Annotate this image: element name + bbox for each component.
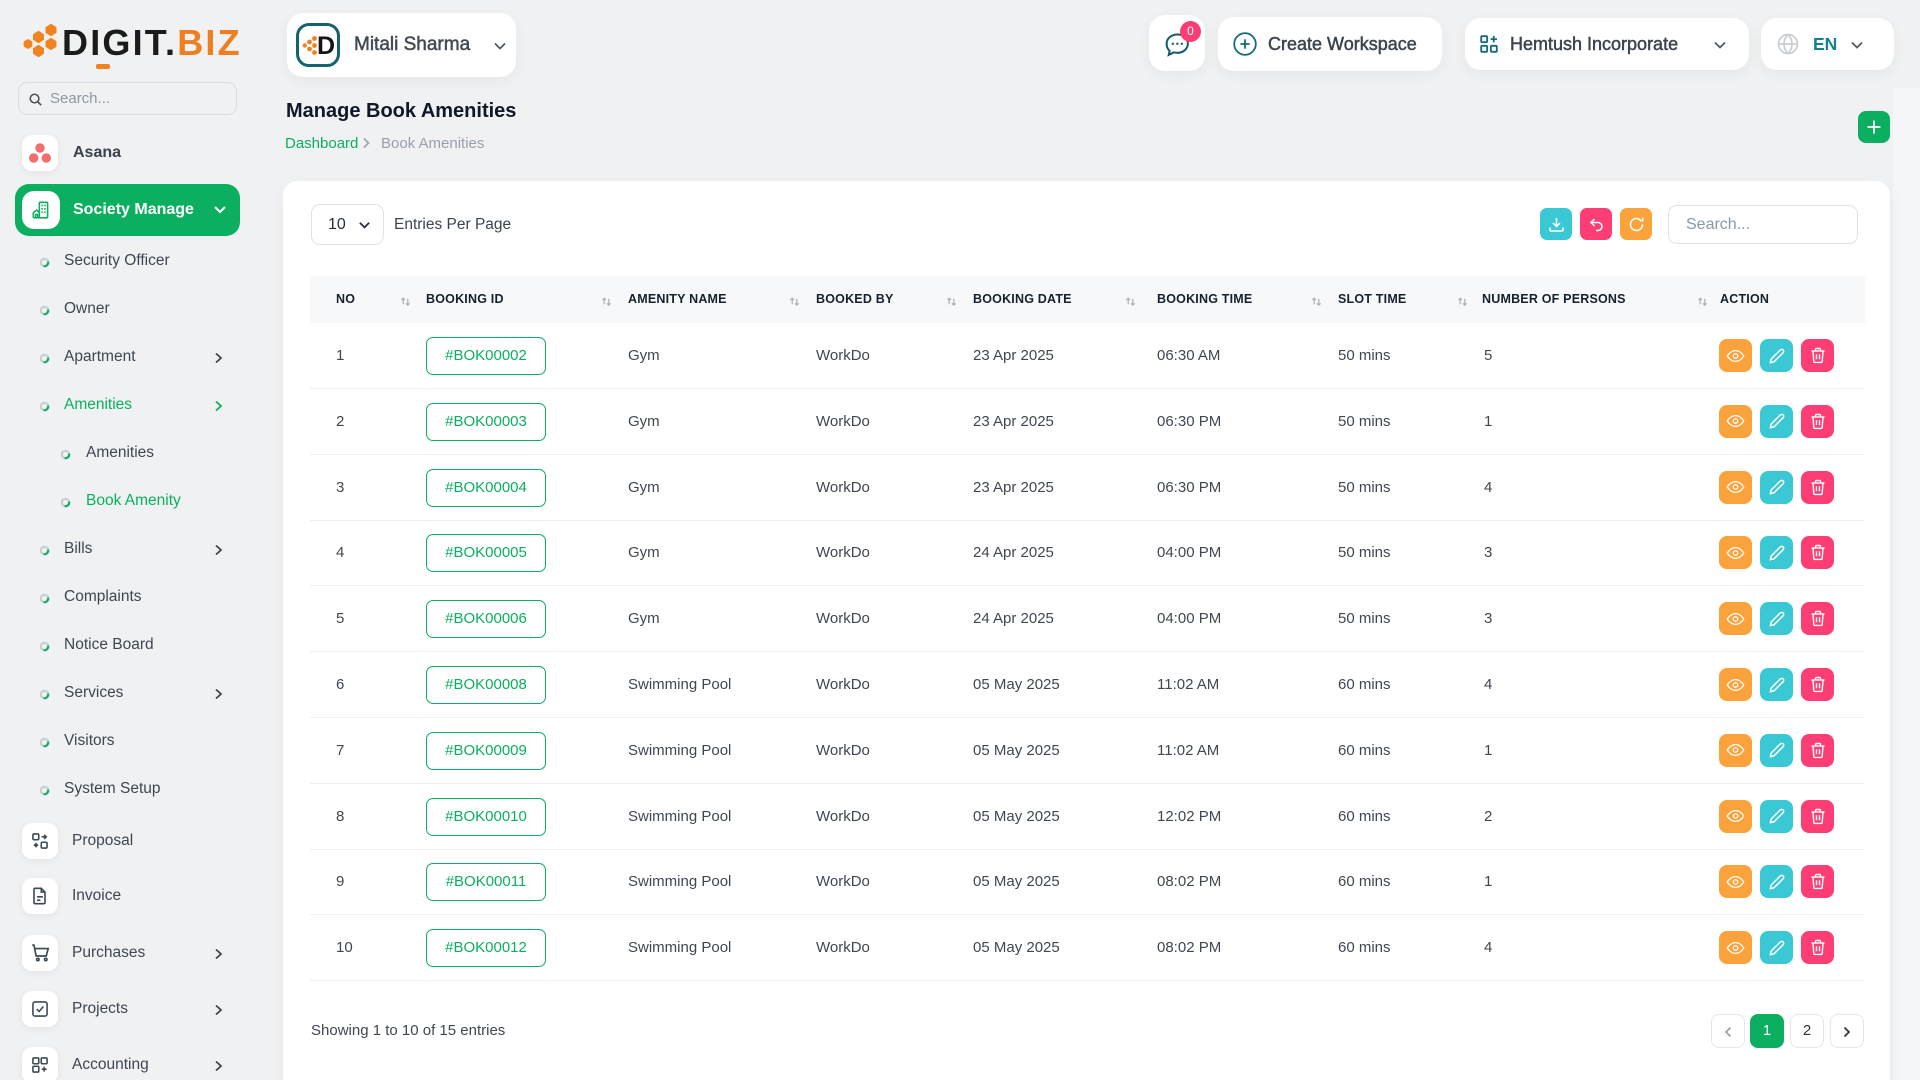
svg-text:DIGIT.BIZ: DIGIT.BIZ bbox=[62, 22, 242, 63]
svg-text:D: D bbox=[317, 32, 335, 60]
